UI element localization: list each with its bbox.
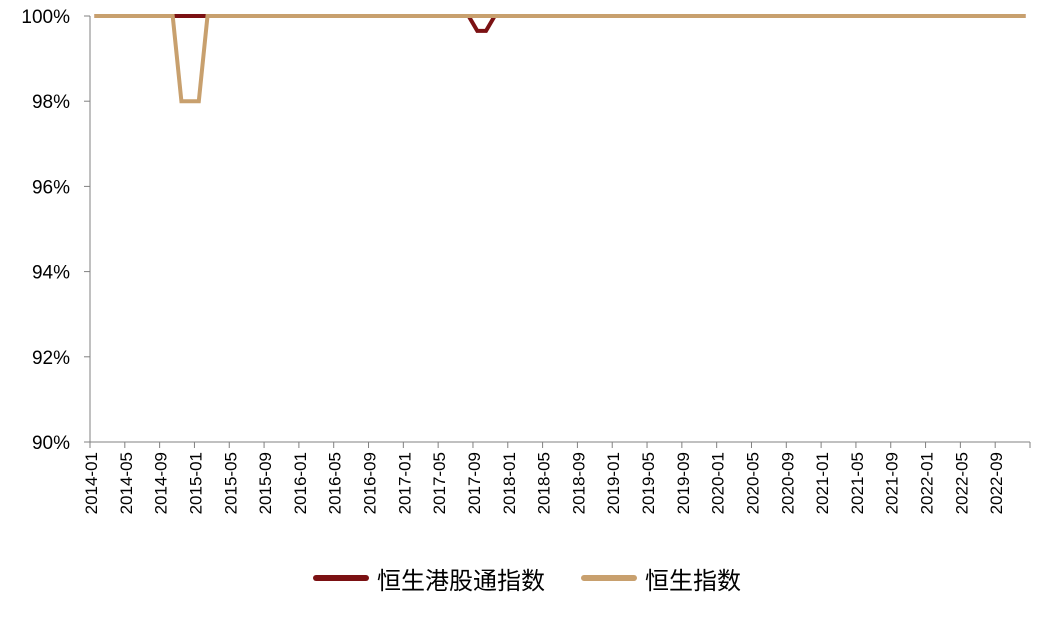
legend-swatch-hs-stock-connect [313, 575, 369, 581]
y-tick-label: 94% [32, 263, 70, 284]
y-tick-label: 92% [32, 348, 70, 369]
x-tick-label: 2021-09 [883, 452, 902, 514]
y-tick-label: 96% [32, 177, 70, 198]
x-tick-label: 2020-05 [743, 452, 762, 514]
x-tick-label: 2016-01 [291, 452, 310, 514]
legend-item-hs-stock-connect: 恒生港股通指数 [313, 561, 545, 596]
x-tick-label: 2015-01 [186, 452, 205, 514]
legend-swatch-hang-seng [581, 575, 637, 581]
x-tick-label: 2015-09 [256, 452, 275, 514]
x-tick-label: 2022-05 [952, 452, 971, 514]
x-tick-label: 2014-05 [117, 452, 136, 514]
x-tick-label: 2019-09 [674, 452, 693, 514]
x-tick-label: 2015-05 [221, 452, 240, 514]
x-tick-label: 2018-05 [535, 452, 554, 514]
x-tick-label: 2014-09 [152, 452, 171, 514]
chart-legend: 恒生港股通指数 恒生指数 [0, 556, 1054, 600]
legend-label-hang-seng: 恒生指数 [645, 566, 741, 595]
line-chart: 90% 92% 94% 96% 98% 100% 2014-01 2014-05 2014-09… [21, 7, 1031, 514]
x-tick-label: 2022-09 [987, 452, 1006, 514]
x-tick-label: 2018-09 [569, 452, 588, 514]
x-tick-label: 2017-01 [395, 452, 414, 514]
legend-item-hang-seng: 恒生指数 [581, 561, 741, 596]
x-tick-label: 2017-05 [430, 452, 449, 514]
x-tick-label: 2019-05 [639, 452, 658, 514]
y-tick-label: 90% [32, 433, 70, 454]
x-tick-label: 2020-09 [778, 452, 797, 514]
legend-label-hs-stock-connect: 恒生港股通指数 [377, 566, 545, 595]
series-line-hang-seng [94, 14, 1026, 104]
y-tick-label: 98% [32, 92, 70, 113]
y-tick-label: 100% [21, 7, 70, 28]
x-tick-label: 2016-09 [361, 452, 380, 514]
x-tick-label: 2018-01 [500, 452, 519, 514]
x-tick-label: 2021-05 [848, 452, 867, 514]
x-tick-label: 2016-05 [326, 452, 345, 514]
x-tick-label: 2022-01 [918, 452, 937, 514]
x-tick-label: 2017-09 [465, 452, 484, 514]
x-tick-label: 2021-01 [813, 452, 832, 514]
x-tick-label: 2020-01 [709, 452, 728, 514]
x-tick-label: 2014-01 [82, 452, 101, 514]
series-line-hs-stock-connect [94, 14, 1026, 33]
x-tick-label: 2019-01 [604, 452, 623, 514]
